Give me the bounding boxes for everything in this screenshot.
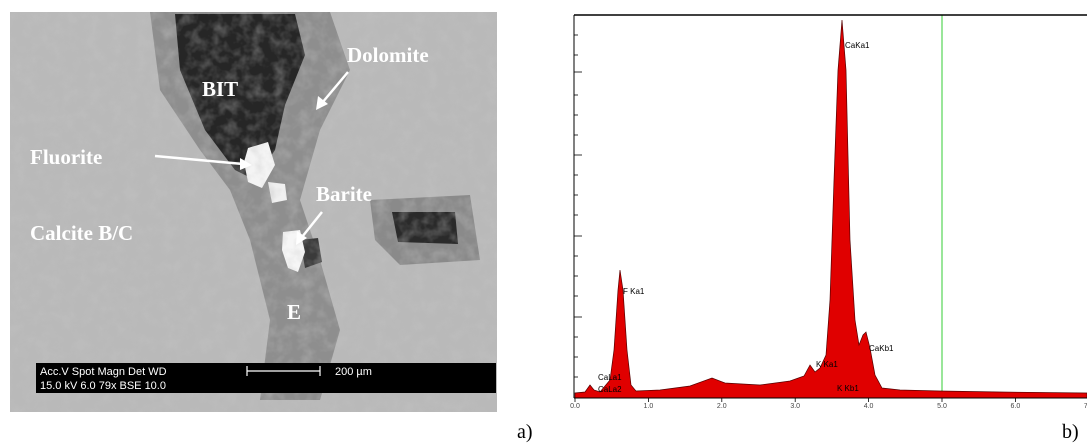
- peak-label: K Ka1: [816, 360, 838, 369]
- y-ticks: [574, 34, 582, 378]
- info-bar: Acc.V Spot Magn Det WD 15.0 kV 6.0 79x B…: [36, 363, 496, 393]
- label: Calcite B/C: [30, 221, 133, 245]
- info-values: 15.0 kV 6.0 79x BSE 10.0: [40, 380, 166, 392]
- spectrum: 0.0 1.0 2.0 3.0 4.0 5.0 6.0 7.0 CaKa1 F Ka1 CaK…: [570, 14, 1087, 410]
- label: Fluorite: [30, 145, 102, 169]
- peak-label: CaLa2: [598, 385, 622, 394]
- label: Barite: [316, 182, 372, 206]
- arrows: [154, 71, 349, 245]
- scale-label: 200 µm: [335, 366, 372, 378]
- peak-label: K Kb1: [837, 384, 859, 393]
- peak-label: CaLa1: [598, 373, 622, 382]
- sem-image: [10, 12, 497, 412]
- peak-label: F Ka1: [623, 287, 645, 296]
- scale-bar: [246, 366, 321, 376]
- x-tick-label: 0.0: [570, 403, 580, 410]
- x-tick-label: 4.0: [864, 403, 874, 410]
- annotations: BIT Dolomite Fluorite Barite Calcite B/C…: [30, 43, 429, 324]
- x-tick-label: 6.0: [1011, 403, 1021, 410]
- x-tick-label: 5.0: [937, 403, 947, 410]
- x-ticks: 0.0 1.0 2.0 3.0 4.0 5.0 6.0 7.0: [570, 398, 1087, 410]
- x-tick-label: 3.0: [790, 403, 800, 410]
- label: E: [287, 300, 301, 324]
- info-header: Acc.V Spot Magn Det WD: [40, 366, 167, 378]
- x-tick-label: 2.0: [717, 403, 727, 410]
- label: BIT: [202, 77, 238, 101]
- peak-label: CaKa1: [845, 41, 870, 50]
- x-tick-label: 1.0: [644, 403, 654, 410]
- caption: b): [1062, 421, 1079, 443]
- caption: a): [517, 421, 533, 443]
- label: Dolomite: [347, 43, 429, 67]
- x-tick-label: 7.0: [1084, 403, 1087, 410]
- peak-label: CaKb1: [869, 344, 894, 353]
